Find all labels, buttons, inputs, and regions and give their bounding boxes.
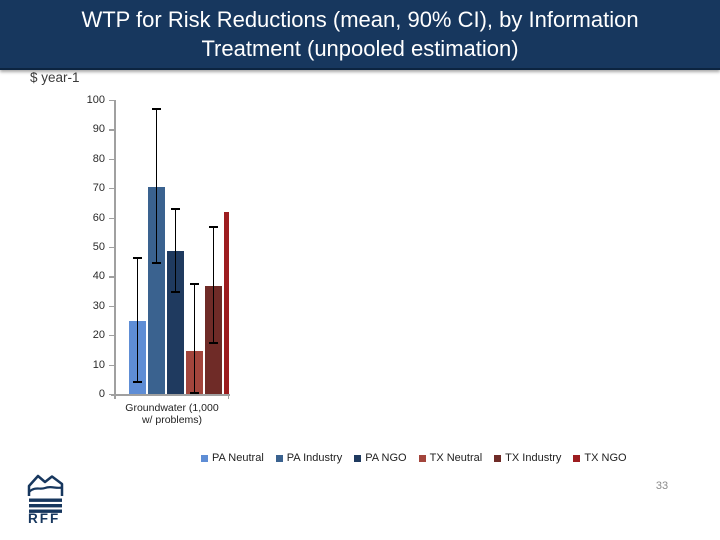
y-tick-mark: [109, 335, 114, 337]
legend-label: PA Industry: [286, 452, 343, 464]
legend-label: TX Neutral: [429, 452, 483, 464]
rff-logo-stripe: [29, 498, 62, 502]
plot-area: [115, 100, 229, 394]
rff-logo-text: RFF: [28, 511, 60, 525]
legend-label: PA NGO: [365, 452, 407, 464]
error-bar-cap-bottom: [190, 392, 200, 394]
error-bar-cap-bottom: [133, 381, 143, 383]
slide-title: WTP for Risk Reductions (mean, 90% CI), …: [0, 0, 720, 63]
error-bar-line-pa-neutral: [136, 258, 139, 383]
legend-item-tx-ngo: TX NGO: [573, 452, 627, 464]
y-tick-mark: [109, 217, 114, 219]
error-bar-cap-bottom: [152, 262, 162, 264]
legend-item-tx-neutral: TX Neutral: [418, 452, 483, 464]
legend-item-tx-industry: TX Industry: [494, 452, 561, 464]
bar-pa-ngo: [167, 251, 185, 394]
rff-logo-stripe: [29, 504, 62, 508]
legend-marker: [573, 454, 581, 462]
y-tick-label: 100: [86, 94, 105, 106]
y-tick-mark: [109, 394, 114, 396]
rff-logo-stripe: [29, 509, 62, 513]
x-tick-mark: [227, 394, 229, 399]
error-bar-line-tx-industry: [212, 227, 215, 344]
y-axis-unit-label: $ year-1: [30, 70, 80, 85]
y-tick-mark: [109, 129, 114, 131]
y-tick-label: 10: [92, 358, 105, 371]
error-bar-cap-bottom: [209, 342, 219, 344]
y-axis-line: [114, 99, 116, 395]
error-bar-cap-bottom: [171, 291, 181, 293]
y-tick-label: 90: [92, 123, 105, 136]
legend-item-pa-industry: PA Industry: [275, 452, 343, 464]
error-bar-cap-top: [190, 283, 200, 285]
legend-marker: [201, 454, 208, 462]
y-tick-label: 50: [92, 241, 105, 253]
legend-label: PA Neutral: [212, 452, 264, 464]
y-tick-label: 0: [98, 388, 105, 400]
y-tick-mark: [109, 100, 114, 102]
error-bar-line-pa-ngo: [174, 209, 177, 292]
error-bar-line-tx-neutral: [193, 283, 196, 394]
x-axis-line: [110, 394, 230, 396]
error-bar-line-pa-industry: [155, 109, 158, 264]
y-tick-mark: [109, 247, 114, 249]
rff-logo-ridge: [28, 485, 63, 493]
x-axis-category-label: Groundwater (1,000 w/ problems): [113, 402, 231, 426]
rff-logo-mountain: [27, 474, 64, 496]
error-bar-cap-top: [152, 108, 162, 110]
legend-marker: [354, 454, 362, 462]
bar-tx-ngo: [224, 212, 229, 394]
x-axis-category-label-line1: Groundwater (1,000: [125, 402, 219, 414]
bar-pa-industry: [148, 187, 166, 394]
rff-logo: RFF: [27, 474, 64, 525]
y-tick-label: 70: [92, 182, 105, 195]
y-tick-label: 60: [92, 211, 105, 224]
y-tick-mark: [109, 305, 114, 307]
y-tick-label: 80: [92, 152, 105, 165]
legend-marker: [494, 454, 502, 462]
chart-legend: PA Neutral PA Industry PA NGO TX Neutral TX …: [201, 452, 627, 464]
y-tick-mark: [109, 276, 114, 278]
error-bar-cap-top: [133, 257, 143, 259]
legend-label: TX NGO: [584, 452, 627, 464]
legend-marker: [418, 454, 426, 462]
legend-label: TX Industry: [505, 452, 562, 464]
error-bar-cap-top: [209, 226, 219, 228]
legend-item-pa-neutral: PA Neutral: [201, 452, 264, 464]
slide-title-line1: WTP for Risk Reductions (mean, 90% CI), …: [81, 7, 639, 32]
y-tick-label: 30: [92, 299, 105, 312]
x-axis-category-label-line2: w/ problems): [141, 414, 203, 426]
page-number: 33: [655, 480, 669, 492]
error-bar-cap-top: [171, 208, 181, 210]
legend-marker: [275, 454, 283, 462]
y-tick-mark: [109, 188, 114, 190]
x-tick-mark: [114, 394, 116, 399]
slide-title-line2: Treatment (unpooled estimation): [201, 36, 519, 61]
y-tick-mark: [109, 364, 114, 366]
legend-item-pa-ngo: PA NGO: [354, 452, 407, 464]
y-tick-label: 20: [92, 329, 105, 342]
y-tick-mark: [109, 158, 114, 160]
y-tick-label: 40: [92, 270, 105, 283]
slide-title-bar: WTP for Risk Reductions (mean, 90% CI), …: [0, 0, 720, 70]
